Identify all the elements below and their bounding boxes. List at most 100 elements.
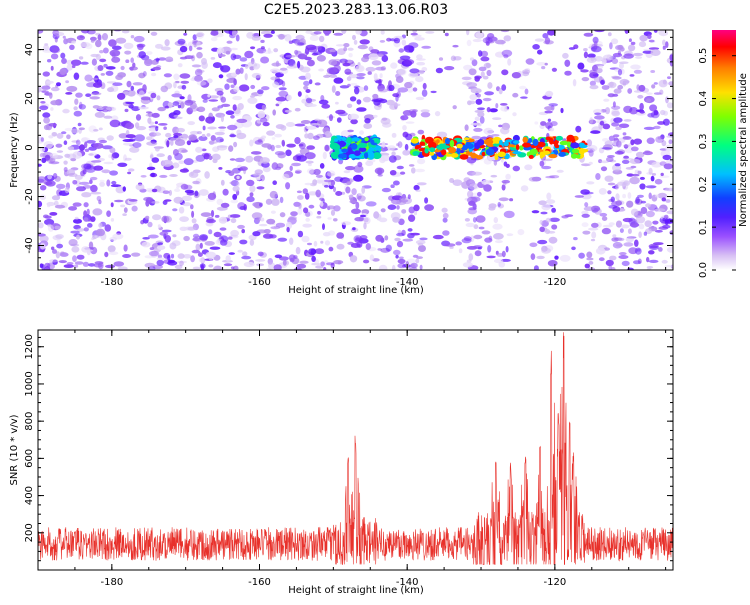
heatmap-noise-cell	[356, 99, 362, 105]
heatmap-noise-cell	[204, 241, 215, 246]
heatmap-noise-cell	[625, 167, 634, 170]
heatmap-noise-cell	[218, 54, 226, 57]
heatmap-noise-cell	[98, 222, 103, 228]
heatmap-noise-cell	[496, 252, 504, 257]
heatmap-noise-cell	[250, 95, 256, 98]
heatmap-noise-cell	[146, 136, 153, 141]
heatmap-noise-cell	[110, 202, 114, 208]
heatmap-noise-cell	[191, 64, 202, 68]
heatmap-noise-cell	[487, 36, 498, 42]
heatmap-noise-cell	[300, 66, 311, 73]
snr-y-tick-label: 200	[24, 523, 35, 542]
heatmap-noise-cell	[524, 164, 533, 171]
heatmap-noise-cell	[239, 67, 244, 74]
heatmap-noise-cell	[51, 195, 61, 201]
heatmap-noise-cell	[615, 185, 620, 190]
heatmap-noise-cell	[416, 256, 423, 259]
heatmap-noise-cell	[551, 67, 558, 72]
heatmap-noise-cell	[463, 177, 471, 183]
heatmap-noise-cell	[605, 259, 614, 267]
heatmap-noise-cell	[66, 64, 74, 71]
heatmap-noise-cell	[653, 82, 658, 85]
heatmap-noise-cell	[575, 125, 582, 133]
heatmap-signal-cell	[570, 142, 580, 149]
heatmap-noise-cell	[444, 32, 449, 37]
heatmap-noise-cell	[236, 118, 248, 123]
heatmap-noise-cell	[232, 185, 240, 192]
heatmap-noise-cell	[123, 244, 128, 252]
heatmap-noise-cell	[653, 125, 661, 130]
heatmap-noise-cell	[171, 240, 181, 247]
heatmap-noise-cell	[581, 213, 590, 218]
heatmap-noise-cell	[249, 185, 256, 193]
heatmap-signal-cell	[515, 144, 520, 151]
heatmap-noise-cell	[294, 123, 306, 127]
heatmap-noise-cell	[322, 223, 325, 231]
heatmap-noise-cell	[346, 103, 353, 109]
heatmap-noise-cell	[76, 186, 86, 192]
heatmap-noise-cell	[266, 218, 276, 225]
heatmap-noise-cell	[253, 66, 259, 70]
heatmap-noise-cell	[191, 210, 195, 218]
heatmap-noise-cell	[208, 155, 213, 161]
heatmap-noise-cell	[158, 57, 167, 61]
heatmap-noise-cell	[657, 136, 662, 140]
heatmap-noise-cell	[630, 139, 635, 146]
heatmap-noise-cell	[548, 236, 558, 244]
heatmap-noise-cell	[320, 240, 324, 244]
heatmap-noise-cell	[532, 44, 540, 50]
heatmap-noise-cell	[173, 132, 183, 137]
heatmap-noise-cell	[56, 82, 61, 87]
heatmap-noise-cell	[127, 171, 132, 175]
heatmap-noise-cell	[503, 210, 515, 219]
heatmap-noise-cell	[658, 247, 663, 252]
heatmap-noise-cell	[646, 92, 653, 95]
heatmap-noise-cell	[623, 144, 630, 148]
heatmap-noise-cell	[482, 97, 492, 102]
heatmap-noise-cell	[125, 101, 135, 105]
heatmap-noise-cell	[387, 145, 396, 151]
heatmap-noise-cell	[109, 119, 121, 128]
heatmap-noise-cell	[176, 127, 186, 133]
heatmap-noise-cell	[48, 123, 57, 127]
heatmap-noise-cell	[241, 229, 245, 234]
heatmap-noise-cell	[88, 263, 96, 267]
heatmap-noise-cell	[46, 201, 55, 207]
heatmap-noise-cell	[138, 51, 146, 59]
heatmap-noise-cell	[630, 208, 639, 216]
heatmap-noise-cell	[669, 54, 673, 61]
heatmap-noise-cell	[103, 115, 113, 119]
heatmap-noise-cell	[43, 214, 49, 219]
heatmap-noise-cell	[649, 104, 658, 112]
heatmap-noise-cell	[259, 202, 263, 207]
heatmap-noise-cell	[249, 66, 255, 71]
heatmap-noise-cell	[63, 140, 68, 145]
heatmap-noise-cell	[281, 139, 285, 146]
heatmap-noise-cell	[627, 44, 636, 52]
heatmap-noise-cell	[128, 138, 136, 142]
heatmap-noise-cell	[368, 53, 379, 61]
heatmap-noise-cell	[83, 163, 92, 170]
heatmap-noise-cell	[58, 260, 67, 264]
heatmap-noise-cell	[153, 132, 162, 137]
heatmap-noise-cell	[297, 207, 303, 215]
heatmap-signal-cell	[341, 136, 347, 141]
heatmap-noise-cell	[477, 111, 485, 118]
heatmap-noise-cell	[619, 228, 624, 234]
heatmap-noise-cell	[324, 184, 329, 188]
chart-title: C2E5.2023.283.13.06.R03	[264, 2, 448, 18]
heatmap-noise-cell	[651, 173, 657, 176]
heatmap-signal-cell	[364, 152, 369, 159]
heatmap-noise-cell	[475, 215, 486, 223]
heatmap-noise-cell	[265, 198, 273, 205]
heatmap-noise-cell	[236, 175, 240, 180]
heatmap-noise-cell	[233, 78, 237, 86]
heatmap-noise-cell	[650, 70, 656, 73]
heatmap-noise-cell	[609, 42, 613, 50]
heatmap-noise-cell	[611, 38, 619, 45]
heatmap-noise-cell	[573, 237, 578, 241]
heatmap-noise-cell	[95, 53, 101, 61]
heatmap-noise-cell	[72, 151, 82, 159]
heatmap-noise-cell	[307, 242, 312, 246]
